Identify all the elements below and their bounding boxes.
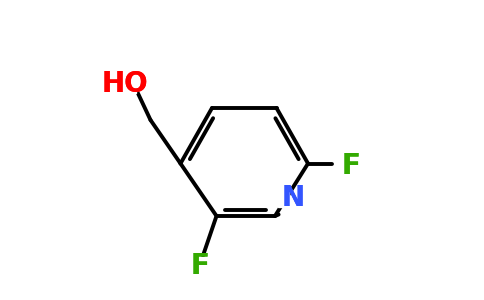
- Bar: [194, 256, 206, 274]
- Text: F: F: [341, 152, 360, 181]
- Text: HO: HO: [101, 70, 148, 98]
- Text: N: N: [281, 184, 304, 212]
- Bar: [113, 75, 136, 93]
- Bar: [338, 158, 349, 175]
- Text: HO: HO: [101, 70, 148, 98]
- Text: N: N: [281, 184, 304, 212]
- Text: F: F: [341, 152, 360, 181]
- Text: F: F: [191, 251, 210, 280]
- Text: F: F: [191, 251, 210, 280]
- Bar: [278, 189, 289, 207]
